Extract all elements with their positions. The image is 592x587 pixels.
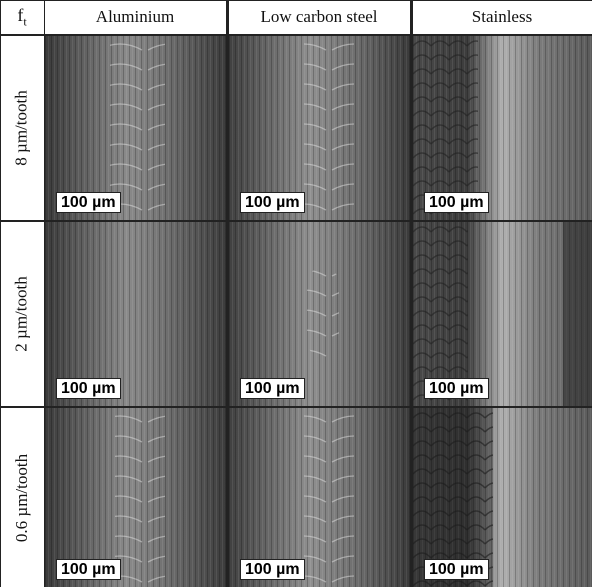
micrograph-stainless-2: 100 µm bbox=[413, 222, 592, 406]
grid-line bbox=[0, 406, 592, 408]
micrograph-image bbox=[229, 222, 410, 406]
scale-bar: 100 µm bbox=[56, 192, 121, 213]
micrograph-low-carbon-steel-8: 100 µm bbox=[229, 36, 410, 220]
scale-bar: 100 µm bbox=[56, 378, 121, 399]
micrograph-image bbox=[229, 36, 410, 220]
feed-symbol: f bbox=[17, 5, 24, 25]
column-header-stainless: Stainless bbox=[471, 7, 533, 26]
micrograph-image bbox=[45, 408, 226, 587]
row-label-2: 2 µm/tooth bbox=[12, 276, 31, 352]
scale-bar: 100 µm bbox=[56, 559, 121, 580]
micrograph-image bbox=[413, 36, 592, 220]
micrograph-aluminium-0-6: 100 µm bbox=[45, 408, 226, 587]
micrograph-image bbox=[413, 408, 592, 587]
row-label-0-6: 0.6 µm/tooth bbox=[12, 453, 31, 542]
scale-bar: 100 µm bbox=[240, 192, 305, 213]
scale-bar: 100 µm bbox=[424, 559, 489, 580]
scale-bar: 100 µm bbox=[240, 378, 305, 399]
row-label-8: 8 µm/tooth bbox=[12, 90, 31, 166]
feed-header: ft bbox=[0, 0, 44, 34]
grid-line bbox=[410, 0, 413, 587]
micrograph-image bbox=[45, 222, 226, 406]
scale-bar: 100 µm bbox=[424, 378, 489, 399]
micrograph-image bbox=[45, 36, 226, 220]
micrograph-aluminium-2: 100 µm bbox=[45, 222, 226, 406]
micrograph-low-carbon-steel-2: 100 µm bbox=[229, 222, 410, 406]
grid-line bbox=[0, 0, 1, 587]
grid-line bbox=[0, 220, 592, 222]
micrograph-stainless-8: 100 µm bbox=[413, 36, 592, 220]
column-header-aluminium: Aluminium bbox=[95, 7, 175, 26]
micrograph-low-carbon-steel-0-6: 100 µm bbox=[229, 408, 410, 587]
micrograph-image bbox=[413, 222, 592, 406]
micrograph-aluminium-8: 100 µm bbox=[45, 36, 226, 220]
column-header-low-carbon-steel: Low carbon steel bbox=[260, 7, 378, 26]
micrograph-stainless-0-6: 100 µm bbox=[413, 408, 592, 587]
grid-line bbox=[226, 0, 229, 587]
scale-bar: 100 µm bbox=[424, 192, 489, 213]
grid-line bbox=[0, 34, 592, 36]
scale-bar: 100 µm bbox=[240, 559, 305, 580]
grid-line bbox=[0, 0, 592, 1]
micrograph-image bbox=[229, 408, 410, 587]
grid-line bbox=[44, 0, 45, 587]
feed-subscript: t bbox=[23, 14, 27, 29]
